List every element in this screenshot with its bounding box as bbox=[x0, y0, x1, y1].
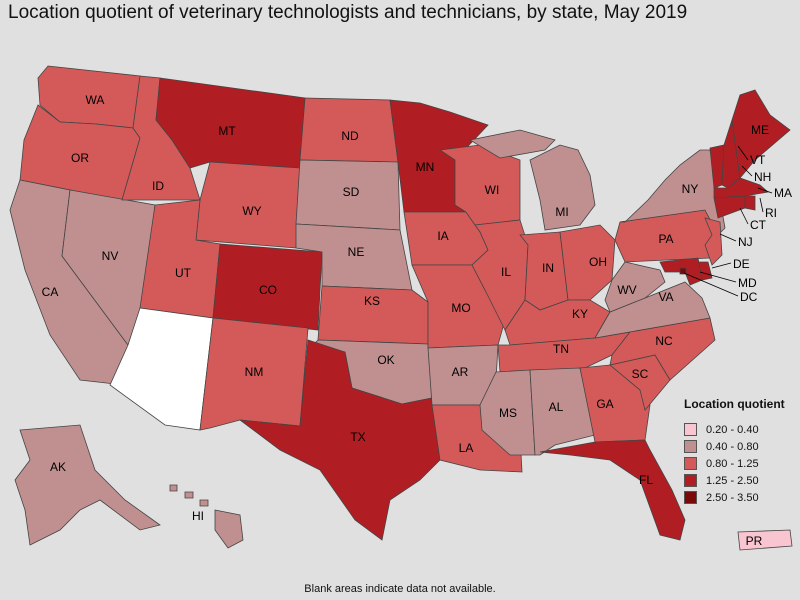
state-nj bbox=[704, 217, 723, 266]
vt-leader bbox=[737, 145, 749, 161]
ri-leader bbox=[759, 197, 764, 213]
legend-label: 0.20 - 0.40 bbox=[706, 423, 759, 436]
state-label-tx: TX bbox=[350, 430, 365, 444]
state-label-nv: NV bbox=[102, 249, 119, 263]
state-labels: WA OR CA NV ID MT WY UT CO NM ND SD NE KS OK TX MN IA MO AR… bbox=[42, 93, 792, 548]
state-il bbox=[471, 219, 529, 331]
state-label-wi: WI bbox=[485, 183, 500, 197]
state-label-hi: HI bbox=[192, 509, 204, 523]
state-label-id: ID bbox=[152, 179, 164, 193]
legend: Location quotient 0.20 - 0.40 0.40 - 0.80… bbox=[684, 397, 785, 506]
state-label-mn: MN bbox=[416, 160, 435, 174]
nh-leader bbox=[741, 165, 753, 177]
state-label-fl: FL bbox=[639, 473, 653, 487]
state-ri bbox=[744, 195, 756, 211]
state-label-oh: OH bbox=[589, 255, 607, 269]
state-nc bbox=[594, 317, 716, 381]
legend-label: 0.40 - 0.80 bbox=[706, 440, 759, 453]
state-label-co: CO bbox=[259, 283, 277, 297]
state-tx bbox=[238, 339, 441, 541]
nj-leader bbox=[719, 233, 737, 242]
state-wv bbox=[604, 261, 666, 313]
legend-swatch bbox=[684, 440, 697, 453]
label-leaders bbox=[683, 145, 773, 297]
state-label-sd: SD bbox=[343, 185, 360, 199]
state-label-ak: AK bbox=[50, 460, 66, 474]
footnote: Blank areas indicate data not available. bbox=[304, 583, 496, 595]
state-label-ga: GA bbox=[596, 397, 613, 411]
state-label-ky: KY bbox=[572, 307, 588, 321]
state-label-tn: TN bbox=[553, 342, 569, 356]
state-label-dc: DC bbox=[740, 290, 758, 304]
state-label-vt: VT bbox=[750, 153, 766, 167]
state-me bbox=[731, 89, 791, 179]
state-mi bbox=[468, 129, 596, 231]
state-label-ks: KS bbox=[364, 294, 380, 308]
legend-label: 0.80 - 1.25 bbox=[706, 457, 759, 470]
state-label-ms: MS bbox=[499, 406, 517, 420]
legend-swatch bbox=[684, 457, 697, 470]
state-fl bbox=[539, 439, 686, 541]
state-label-ma: MA bbox=[774, 186, 792, 200]
md-leader bbox=[699, 271, 737, 283]
state-label-nd: ND bbox=[341, 129, 359, 143]
state-label-ny: NY bbox=[682, 182, 699, 196]
state-label-ut: UT bbox=[175, 266, 192, 280]
de-leader bbox=[711, 262, 732, 269]
legend-swatch bbox=[684, 474, 697, 487]
state-label-ar: AR bbox=[452, 365, 469, 379]
state-label-nc: NC bbox=[655, 334, 673, 348]
state-label-va: VA bbox=[658, 290, 673, 304]
state-ct bbox=[713, 195, 746, 219]
state-label-wa: WA bbox=[86, 93, 105, 107]
state-label-ca: CA bbox=[42, 285, 59, 299]
state-label-pr: PR bbox=[746, 534, 763, 548]
dc-leader bbox=[683, 272, 739, 297]
legend-swatch bbox=[684, 491, 697, 504]
state-label-nj: NJ bbox=[738, 235, 753, 249]
state-label-in: IN bbox=[542, 261, 554, 275]
state-label-nh: NH bbox=[754, 170, 771, 184]
state-wy bbox=[195, 161, 301, 249]
state-label-me: ME bbox=[751, 123, 769, 137]
legend-item: 1.25 - 2.50 bbox=[684, 472, 785, 489]
state-label-md: MD bbox=[738, 276, 757, 290]
state-label-pa: PA bbox=[658, 232, 673, 246]
state-label-ne: NE bbox=[348, 245, 365, 259]
legend-item: 0.40 - 0.80 bbox=[684, 438, 785, 455]
state-pr bbox=[737, 529, 793, 551]
state-label-mi: MI bbox=[555, 205, 568, 219]
state-label-wv: WV bbox=[617, 283, 636, 297]
state-label-wy: WY bbox=[242, 204, 261, 218]
state-hi bbox=[169, 484, 244, 549]
legend-swatch bbox=[684, 423, 697, 436]
legend-title: Location quotient bbox=[684, 397, 785, 411]
state-label-sc: SC bbox=[632, 367, 649, 381]
state-label-de: DE bbox=[733, 257, 750, 271]
state-label-ia: IA bbox=[437, 229, 448, 243]
legend-label: 1.25 - 2.50 bbox=[706, 474, 759, 487]
states-layer bbox=[9, 65, 793, 551]
ma-leader bbox=[757, 187, 773, 194]
ct-leader bbox=[739, 207, 749, 225]
state-label-ok: OK bbox=[377, 353, 394, 367]
legend-label: 2.50 - 3.50 bbox=[706, 491, 759, 504]
state-label-or: OR bbox=[71, 151, 89, 165]
state-label-nm: NM bbox=[245, 365, 264, 379]
state-label-mo: MO bbox=[451, 301, 470, 315]
state-label-il: IL bbox=[501, 265, 511, 279]
state-co bbox=[212, 243, 323, 331]
state-label-la: LA bbox=[459, 441, 474, 455]
state-label-ri: RI bbox=[765, 206, 777, 220]
legend-item: 2.50 - 3.50 bbox=[684, 489, 785, 506]
state-label-al: AL bbox=[549, 400, 564, 414]
legend-item: 0.20 - 0.40 bbox=[684, 421, 785, 438]
state-ak bbox=[14, 424, 161, 546]
state-label-ct: CT bbox=[750, 218, 767, 232]
state-label-mt: MT bbox=[218, 124, 236, 138]
map-title: Location quotient of veterinary technolo… bbox=[8, 2, 688, 23]
legend-item: 0.80 - 1.25 bbox=[684, 455, 785, 472]
